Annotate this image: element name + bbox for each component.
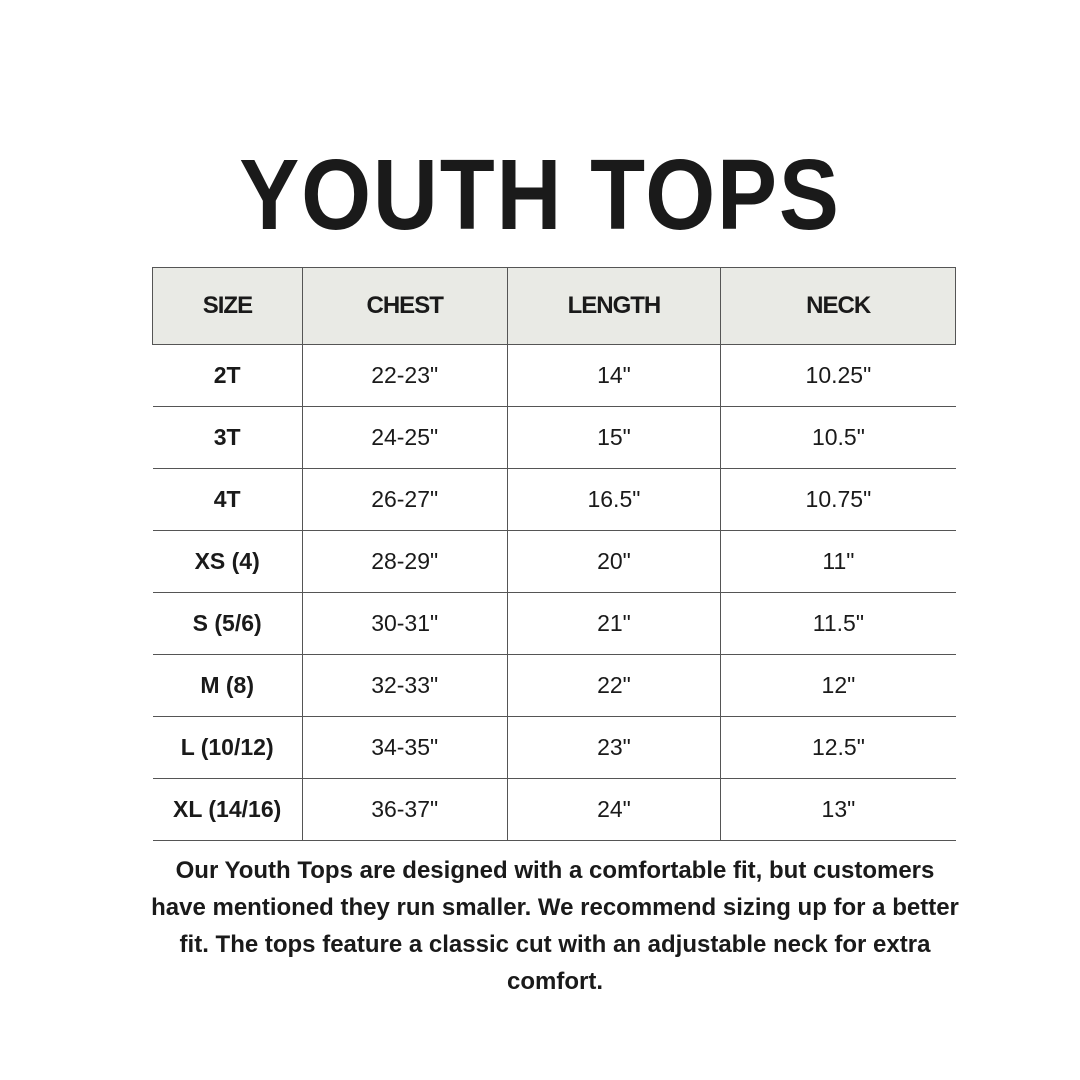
header-neck: NECK [720,267,956,345]
cell-neck: 10.5" [720,406,956,469]
table-row: 3T 24-25" 15" 10.5" [152,406,956,469]
cell-chest: 24-25" [301,406,508,469]
cell-chest: 30-31" [301,592,508,655]
cell-size: 2T [152,344,303,407]
cell-neck: 12" [720,654,956,717]
cell-chest: 22-23" [301,344,508,407]
cell-length: 21" [506,592,721,655]
cell-length: 22" [506,654,721,717]
cell-chest: 34-35" [301,716,508,779]
cell-size: 3T [152,406,303,469]
table-row: XS (4) 28-29" 20" 11" [152,530,956,593]
cell-neck: 10.75" [720,468,956,531]
cell-neck: 13" [720,778,956,841]
cell-chest: 26-27" [301,468,508,531]
cell-chest: 36-37" [301,778,508,841]
page-title: YOUTH TOPS [239,139,841,251]
table-row: S (5/6) 30-31" 21" 11.5" [152,592,956,655]
cell-chest: 32-33" [301,654,508,717]
cell-neck: 11.5" [720,592,956,655]
cell-length: 20" [506,530,721,593]
cell-size: 4T [152,468,303,531]
header-length: LENGTH [506,267,722,345]
cell-length: 15" [506,406,721,469]
table-header-row: SIZE CHEST LENGTH NECK [152,267,956,345]
cell-length: 16.5" [506,468,721,531]
table-row: L (10/12) 34-35" 23" 12.5" [152,716,956,779]
size-chart-table: SIZE CHEST LENGTH NECK 2T 22-23" 14" 10.25"… [152,267,956,841]
fit-note: Our Youth Tops are designed with a comfo… [151,857,959,995]
cell-size: XS (4) [152,530,303,593]
cell-size: XL (14/16) [152,778,303,841]
cell-neck: 11" [720,530,956,593]
header-chest: CHEST [301,267,508,345]
cell-size: S (5/6) [152,592,303,655]
table-row: XL (14/16) 36-37" 24" 13" [152,778,956,841]
table-row: M (8) 32-33" 22" 12" [152,654,956,717]
table-row: 4T 26-27" 16.5" 10.75" [152,468,956,531]
table-row: 2T 22-23" 14" 10.25" [152,344,956,407]
cell-length: 14" [506,344,721,407]
cell-neck: 10.25" [720,344,956,407]
header-size: SIZE [152,267,303,345]
cell-chest: 28-29" [301,530,508,593]
cell-length: 24" [506,778,721,841]
cell-size: M (8) [152,654,303,717]
cell-neck: 12.5" [720,716,956,779]
cell-length: 23" [506,716,721,779]
cell-size: L (10/12) [152,716,303,779]
